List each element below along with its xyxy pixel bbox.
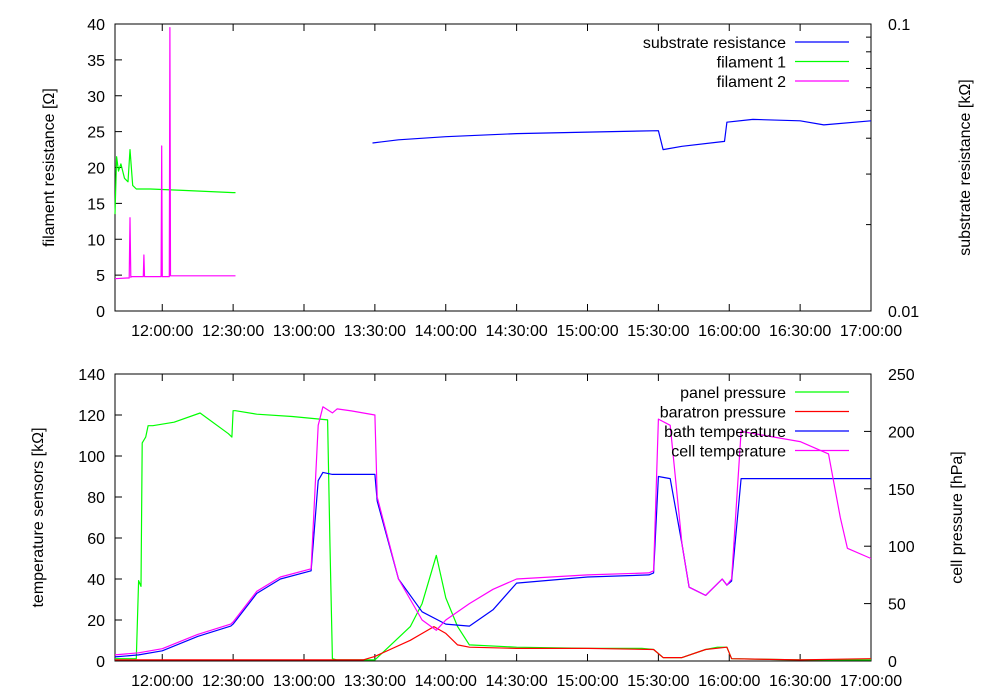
x-tick-label: 17:00:00 xyxy=(840,673,902,690)
series-line-cell-temperature xyxy=(114,406,872,656)
series-line-baratron-pressure xyxy=(115,626,872,661)
y-tick-label: 120 xyxy=(78,408,105,425)
legend-label: filament 1 xyxy=(717,55,786,72)
y2-tick-label: 0.1 xyxy=(888,17,910,34)
x-tick-label: 13:30:00 xyxy=(344,323,406,340)
y-tick-label: 20 xyxy=(87,161,105,178)
x-tick-label: 16:30:00 xyxy=(769,673,831,690)
x-tick-label: 16:00:00 xyxy=(698,323,760,340)
y-tick-label: 25 xyxy=(87,125,105,142)
y-axis-label: filament resistance [Ω] xyxy=(41,88,58,247)
y-tick-label: 40 xyxy=(87,17,105,34)
y2-tick-label: 0.01 xyxy=(888,304,919,321)
y-tick-label: 80 xyxy=(87,490,105,507)
legend-label: bath temperature xyxy=(664,424,786,441)
y2-tick-label: 150 xyxy=(888,482,915,499)
x-tick-label: 15:00:00 xyxy=(556,673,618,690)
x-tick-label: 14:00:00 xyxy=(415,323,477,340)
legend-label: substrate resistance xyxy=(643,35,786,52)
x-tick-label: 13:00:00 xyxy=(273,673,335,690)
legend-label: panel pressure xyxy=(680,385,786,402)
y2-tick-label: 0 xyxy=(888,654,897,671)
x-tick-label: 14:30:00 xyxy=(485,323,547,340)
y-tick-label: 140 xyxy=(78,367,105,384)
y-tick-label: 100 xyxy=(78,449,105,466)
series-line-filament-2 xyxy=(114,27,236,280)
y-axis-label: temperature sensors [kΩ] xyxy=(30,427,47,607)
y2-tick-label: 200 xyxy=(888,424,915,441)
series-line-substrate-resistance xyxy=(372,118,872,151)
y2-axis-label: cell pressure [hPa] xyxy=(949,451,966,584)
x-tick-label: 15:00:00 xyxy=(556,323,618,340)
y-tick-label: 5 xyxy=(96,268,105,285)
x-tick-label: 12:30:00 xyxy=(202,673,264,690)
x-tick-label: 16:30:00 xyxy=(769,323,831,340)
bottom-panel: 12:00:00 12:30:00 13:00:00 13:30:00 14:00:00… xyxy=(30,367,966,690)
y2-tick-label: 50 xyxy=(888,597,906,614)
y-tick-label: 10 xyxy=(87,232,105,249)
x-tick-label: 12:30:00 xyxy=(202,323,264,340)
plot-frame xyxy=(114,373,872,662)
y-tick-label: 40 xyxy=(87,572,105,589)
x-tick-label: 12:00:00 xyxy=(131,673,193,690)
y2-axis-label: substrate resistance [kΩ] xyxy=(957,79,974,255)
legend-label: cell temperature xyxy=(671,444,786,461)
x-tick-label: 16:00:00 xyxy=(698,673,760,690)
y-tick-label: 60 xyxy=(87,531,105,548)
series-line-bath-temperature xyxy=(114,471,871,658)
y-tick-label: 15 xyxy=(87,196,105,213)
x-tick-label: 15:30:00 xyxy=(627,673,689,690)
y-tick-label: 0 xyxy=(96,304,105,321)
y-tick-label: 20 xyxy=(87,613,105,630)
y2-tick-label: 250 xyxy=(888,367,915,384)
x-tick-label: 14:00:00 xyxy=(415,673,477,690)
x-tick-label: 15:30:00 xyxy=(627,323,689,340)
top-panel: 12:00:00 12:30:00 13:00:00 13:30:00 14:00:00… xyxy=(41,17,974,340)
x-tick-label: 13:00:00 xyxy=(273,323,335,340)
x-tick-label: 12:00:00 xyxy=(131,323,193,340)
series-line-filament-1 xyxy=(114,149,236,215)
x-tick-label: 13:30:00 xyxy=(344,673,406,690)
legend-label: filament 2 xyxy=(717,74,786,91)
y-tick-label: 35 xyxy=(87,53,105,70)
y2-tick-label: 100 xyxy=(888,539,915,556)
x-tick-label: 17:00:00 xyxy=(840,323,902,340)
x-tick-label: 14:30:00 xyxy=(485,673,547,690)
legend-label: baratron pressure xyxy=(660,405,786,422)
y-tick-label: 0 xyxy=(96,654,105,671)
y-tick-label: 30 xyxy=(87,89,105,106)
